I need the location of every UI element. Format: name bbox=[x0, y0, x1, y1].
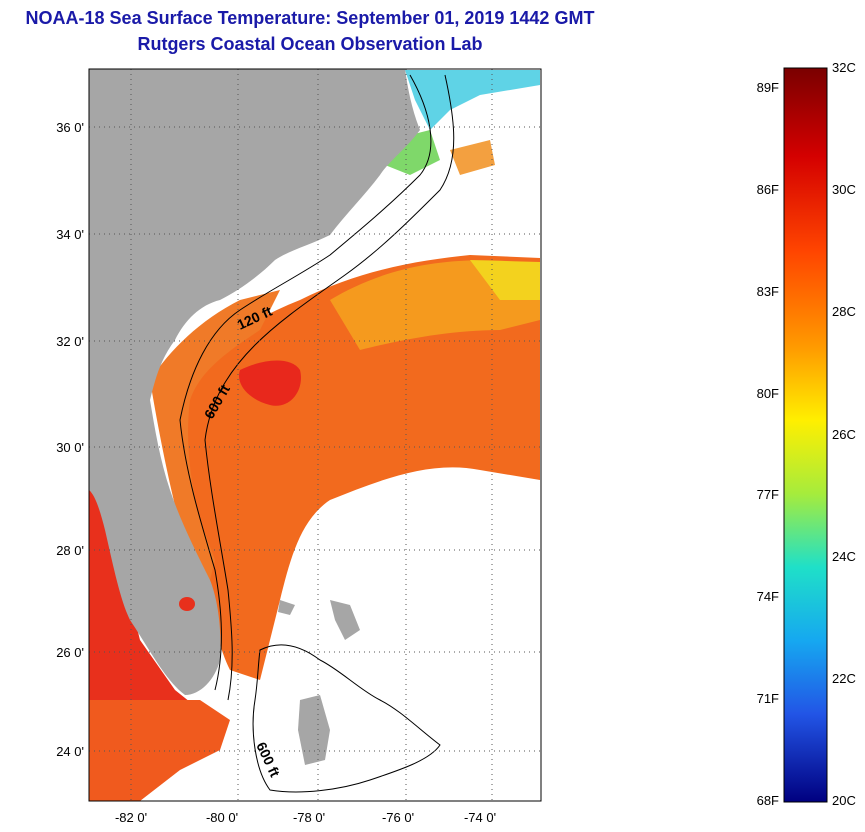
lake-okeechobee bbox=[179, 597, 195, 611]
longitude-label: -74 0' bbox=[464, 810, 496, 825]
colorbar-celsius-label: 30C bbox=[832, 182, 856, 197]
colorbar-celsius-label: 32C bbox=[832, 60, 856, 75]
sst-cool-patch-north bbox=[405, 70, 540, 130]
map-title: NOAA-18 Sea Surface Temperature: Septemb… bbox=[25, 8, 595, 28]
colorbar-gradient bbox=[783, 67, 828, 803]
sst-orange-patch-north bbox=[450, 140, 495, 175]
longitude-label: -76 0' bbox=[382, 810, 414, 825]
latitude-label: 34 0' bbox=[56, 227, 84, 242]
bahamas-island-andros bbox=[298, 695, 330, 765]
latitude-label: 30 0' bbox=[56, 440, 84, 455]
longitude-label: -80 0' bbox=[206, 810, 238, 825]
colorbar-celsius-label: 22C bbox=[832, 671, 856, 686]
colorbar-fahrenheit-label: 77F bbox=[757, 487, 779, 502]
colorbar-fahrenheit-label: 86F bbox=[757, 182, 779, 197]
map-frame bbox=[88, 68, 542, 802]
colorbar-celsius-label: 24C bbox=[832, 549, 856, 564]
colorbar-fahrenheit-label: 80F bbox=[757, 386, 779, 401]
map-subtitle: Rutgers Coastal Ocean Observation Lab bbox=[137, 34, 483, 54]
contour-600ft bbox=[204, 74, 455, 701]
land-southeast-us bbox=[89, 69, 420, 695]
colorbar-fahrenheit-label: 68F bbox=[757, 793, 779, 808]
colorbar-fahrenheit-label: 89F bbox=[757, 80, 779, 95]
colorbar-fahrenheit-label: 71F bbox=[757, 691, 779, 706]
sst-hot-patch bbox=[239, 360, 301, 406]
longitude-labels: -82 0' -80 0' -78 0' -76 0' -74 0' bbox=[115, 810, 496, 825]
longitude-label: -78 0' bbox=[293, 810, 325, 825]
colorbar-celsius-labels: 32C 30C 28C 26C 24C 22C 20C bbox=[832, 60, 856, 808]
colorbar-celsius-label: 20C bbox=[832, 793, 856, 808]
colorbar-fahrenheit-labels: 89F 86F 83F 80F 77F 74F 71F 68F bbox=[757, 80, 779, 808]
sst-yellow-patch bbox=[470, 260, 540, 300]
bahamas-island-abaco bbox=[330, 600, 360, 640]
colorbar-fahrenheit-label: 83F bbox=[757, 284, 779, 299]
latitude-labels: 36 0' 34 0' 32 0' 30 0' 28 0' 26 0' 24 0' bbox=[56, 120, 84, 759]
latitude-label: 24 0' bbox=[56, 744, 84, 759]
latitude-label: 36 0' bbox=[56, 120, 84, 135]
colorbar-celsius-label: 26C bbox=[832, 427, 856, 442]
longitude-label: -82 0' bbox=[115, 810, 147, 825]
contour-bahamas-banks bbox=[252, 644, 441, 793]
sst-gulf-stream-region bbox=[160, 255, 540, 680]
contour-120ft bbox=[179, 74, 432, 691]
latitude-label: 32 0' bbox=[56, 334, 84, 349]
graticule bbox=[89, 69, 541, 801]
colorbar-fahrenheit-label: 74F bbox=[757, 589, 779, 604]
bahamas-island-small bbox=[278, 600, 295, 615]
latitude-label: 28 0' bbox=[56, 543, 84, 558]
latitude-label: 26 0' bbox=[56, 645, 84, 660]
colorbar-celsius-label: 28C bbox=[832, 304, 856, 319]
